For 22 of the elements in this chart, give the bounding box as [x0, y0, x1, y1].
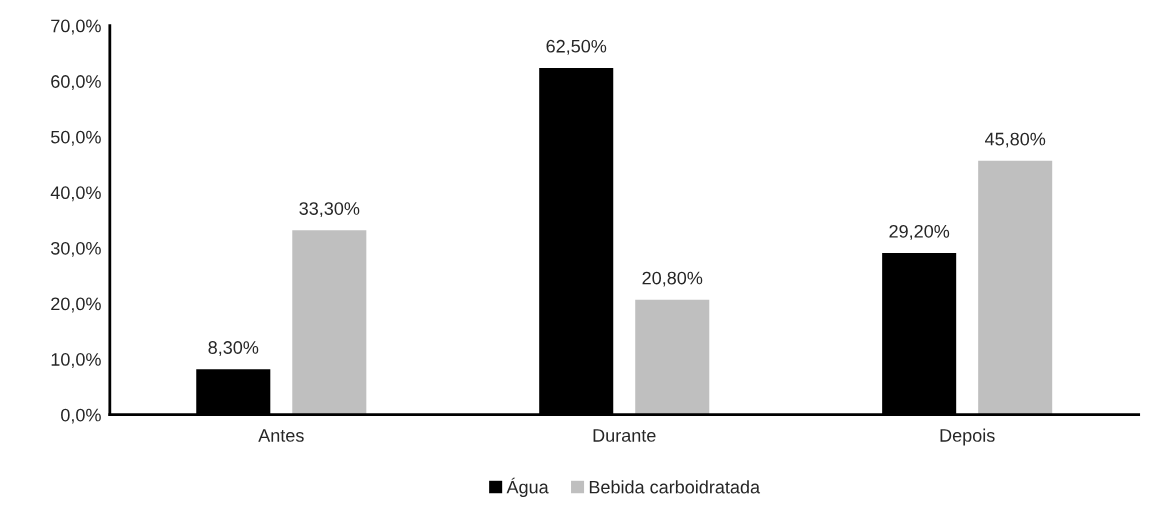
y-tick-label: 0,0% — [61, 408, 101, 424]
x-tick-label: Durante — [593, 429, 656, 442]
data-label: 29,20% — [889, 224, 950, 240]
y-tick-label: 40,0% — [50, 186, 101, 202]
data-label: 8,30% — [208, 341, 259, 357]
data-label: 45,80% — [985, 132, 1046, 148]
bar — [290, 228, 368, 415]
legend-label: Bebida carboidratada — [589, 480, 761, 494]
bar — [633, 298, 711, 415]
y-tick-label: 50,0% — [51, 130, 101, 146]
y-tick-label: 70,0% — [51, 19, 101, 35]
data-label: 62,50% — [546, 39, 607, 55]
bar — [976, 159, 1054, 415]
data-label: 20,80% — [642, 271, 703, 287]
y-tick-label: 20,0% — [51, 297, 101, 313]
y-tick-label: 30,0% — [50, 241, 101, 257]
data-label: 33,30% — [299, 202, 360, 218]
legend-label: Água — [506, 477, 549, 498]
x-tick-label: Depois — [940, 428, 995, 446]
x-tick-label: Antes — [258, 429, 304, 442]
y-tick-label: 10,0% — [51, 353, 101, 368]
y-tick-label: 60,0% — [51, 75, 101, 91]
